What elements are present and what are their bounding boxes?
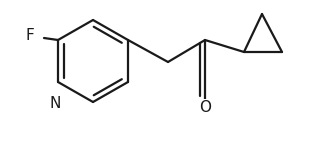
- Text: F: F: [26, 29, 34, 43]
- Text: O: O: [199, 100, 211, 116]
- Text: N: N: [49, 97, 61, 112]
